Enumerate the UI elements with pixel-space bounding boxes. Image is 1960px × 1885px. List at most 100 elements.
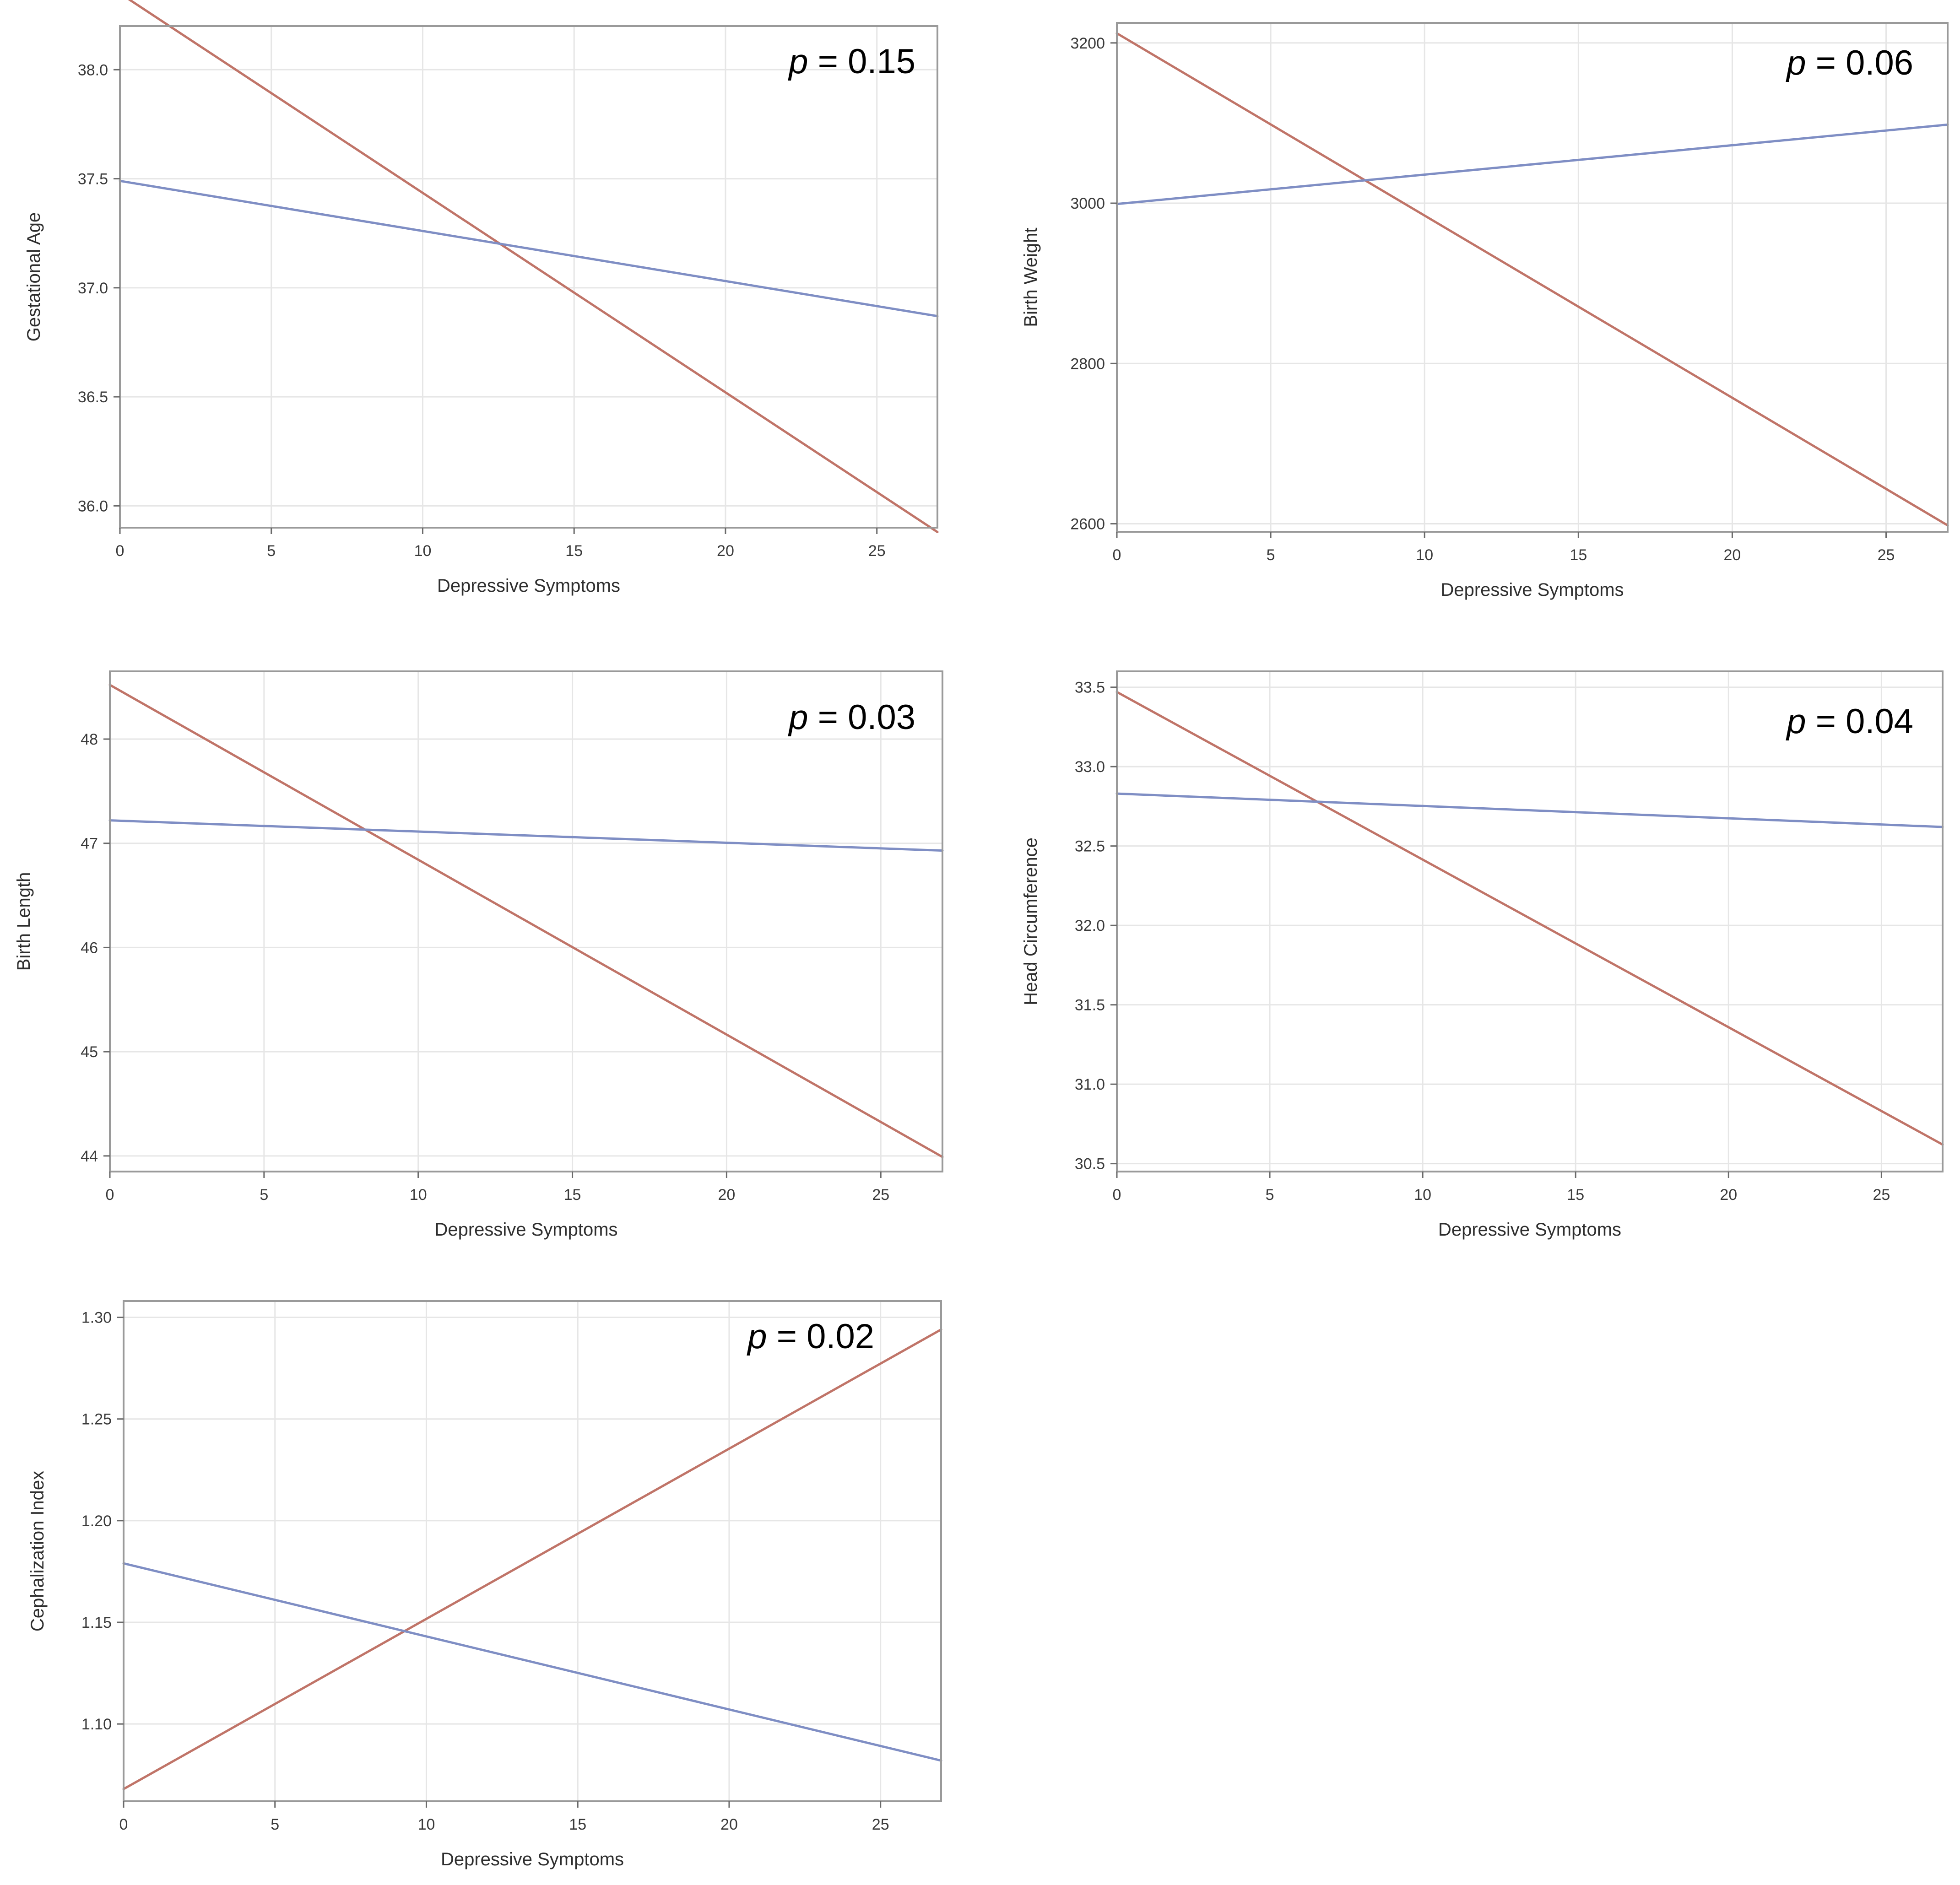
x-tick-label: 15 bbox=[1570, 546, 1587, 564]
y-tick-label: 37.5 bbox=[78, 171, 108, 188]
y-tick-label: 2800 bbox=[1070, 355, 1105, 373]
x-tick-label: 15 bbox=[1567, 1186, 1584, 1204]
x-tick-label: 20 bbox=[1720, 1186, 1737, 1204]
x-tick-label: 15 bbox=[565, 542, 583, 560]
x-tick-label: 10 bbox=[1416, 546, 1433, 564]
y-tick-label: 33.5 bbox=[1075, 679, 1105, 697]
y-axis-label: Birth Length bbox=[14, 872, 34, 971]
x-tick-label: 20 bbox=[720, 1816, 738, 1833]
series-line-a bbox=[1115, 691, 1944, 1146]
y-tick-label: 2600 bbox=[1070, 515, 1105, 533]
chart-panel-3: 0 5 10 15 20 25 44 45 46 47 48 Depressive Symptoms B… bbox=[14, 670, 944, 1240]
series-line-b bbox=[1115, 792, 1944, 828]
y-tick-label: 48 bbox=[81, 731, 98, 748]
chart-panel-4: 0 5 10 15 20 25 30.5 31.0 31.5 32.0 32.5 33.0 33.5 De… bbox=[1021, 670, 1944, 1240]
x-tick-label: 10 bbox=[410, 1186, 427, 1204]
x-tick-label: 10 bbox=[1414, 1186, 1431, 1204]
p-value-text: = 0.02 bbox=[767, 1317, 874, 1356]
p-value-text: = 0.06 bbox=[1806, 43, 1913, 82]
x-tick-label: 25 bbox=[872, 1816, 889, 1833]
y-tick-label: 44 bbox=[81, 1148, 98, 1165]
x-tick-label: 5 bbox=[271, 1816, 279, 1833]
x-tick-label: 25 bbox=[1878, 546, 1895, 564]
y-tick-label: 1.30 bbox=[81, 1309, 112, 1327]
series-line-a bbox=[122, 1328, 942, 1790]
x-tick-label: 0 bbox=[119, 1816, 128, 1833]
p-symbol: p bbox=[1786, 43, 1806, 82]
series-line-a bbox=[108, 684, 944, 1158]
series-line-b bbox=[119, 179, 939, 318]
x-tick-label: 5 bbox=[1266, 1186, 1274, 1204]
p-value-annotation: p = 0.02 bbox=[747, 1317, 874, 1356]
y-tick-label: 30.5 bbox=[1075, 1156, 1105, 1173]
y-axis-label: Head Circumference bbox=[1021, 837, 1041, 1005]
x-tick-label: 15 bbox=[569, 1816, 586, 1833]
x-tick-label: 20 bbox=[718, 1186, 735, 1204]
x-tick-label: 10 bbox=[414, 542, 432, 560]
y-axis-label: Cephalization Index bbox=[27, 1471, 48, 1631]
x-axis-label: Depressive Symptoms bbox=[437, 576, 620, 596]
x-tick-label: 0 bbox=[116, 542, 125, 560]
y-axis-label: Birth Weight bbox=[1021, 227, 1041, 327]
x-tick-label: 20 bbox=[1724, 546, 1741, 564]
y-tick-label: 38.0 bbox=[78, 61, 108, 79]
y-tick-label: 3200 bbox=[1070, 35, 1105, 52]
p-value-annotation: p = 0.04 bbox=[1786, 702, 1913, 741]
series-line-b bbox=[1115, 123, 1949, 205]
y-tick-label: 37.0 bbox=[78, 280, 108, 297]
p-value-text: = 0.04 bbox=[1806, 702, 1913, 741]
plot-frame bbox=[109, 670, 943, 1172]
x-tick-label: 15 bbox=[564, 1186, 581, 1204]
x-axis-label: Depressive Symptoms bbox=[1440, 580, 1624, 600]
plot-frame bbox=[1116, 22, 1949, 533]
y-tick-label: 36.5 bbox=[78, 389, 108, 406]
p-value-annotation: p = 0.03 bbox=[788, 698, 915, 737]
chart-panel-5: 0 5 10 15 20 25 1.10 1.15 1.20 1.25 1.30 Depressive… bbox=[27, 1300, 942, 1869]
x-tick-label: 0 bbox=[106, 1186, 114, 1204]
x-tick-label: 0 bbox=[1113, 546, 1121, 564]
plot-frame bbox=[119, 25, 938, 529]
x-axis-label: Depressive Symptoms bbox=[441, 1849, 624, 1869]
y-tick-label: 1.10 bbox=[81, 1716, 112, 1733]
p-value-text: = 0.15 bbox=[808, 42, 915, 81]
p-value-annotation: p = 0.15 bbox=[788, 42, 915, 81]
y-tick-label: 31.5 bbox=[1075, 997, 1105, 1014]
p-symbol: p bbox=[1786, 702, 1806, 741]
y-tick-label: 1.15 bbox=[81, 1614, 112, 1631]
x-axis-label: Depressive Symptoms bbox=[1438, 1220, 1621, 1240]
chart-panel-1: 0 5 10 15 20 25 36.0 36.5 37.0 37.5 38.0 Depressive… bbox=[24, 0, 939, 596]
x-tick-label: 0 bbox=[1113, 1186, 1121, 1204]
x-tick-label: 5 bbox=[260, 1186, 268, 1204]
x-tick-label: 5 bbox=[267, 542, 276, 560]
p-value-annotation: p = 0.06 bbox=[1786, 43, 1913, 82]
p-symbol: p bbox=[747, 1317, 767, 1356]
series-line-b bbox=[108, 819, 944, 852]
x-axis-label: Depressive Symptoms bbox=[434, 1220, 617, 1240]
plot-frame bbox=[123, 1300, 942, 1802]
y-tick-label: 36.0 bbox=[78, 497, 108, 515]
series-line-a bbox=[1115, 32, 1949, 527]
x-tick-label: 20 bbox=[717, 542, 734, 560]
y-tick-label: 45 bbox=[81, 1043, 98, 1061]
p-value-text: = 0.03 bbox=[808, 698, 915, 737]
y-axis-label: Gestational Age bbox=[24, 212, 44, 341]
y-tick-label: 31.0 bbox=[1075, 1076, 1105, 1093]
plot-frame bbox=[1116, 670, 1944, 1172]
x-tick-label: 5 bbox=[1267, 546, 1275, 564]
x-tick-label: 10 bbox=[418, 1816, 435, 1833]
series-line-b bbox=[122, 1562, 942, 1762]
y-tick-label: 3000 bbox=[1070, 195, 1105, 212]
y-tick-label: 46 bbox=[81, 939, 98, 956]
x-tick-label: 25 bbox=[872, 1186, 889, 1204]
x-tick-label: 25 bbox=[1873, 1186, 1890, 1204]
y-tick-label: 32.0 bbox=[1075, 917, 1105, 934]
p-symbol: p bbox=[788, 698, 808, 737]
y-tick-label: 1.25 bbox=[81, 1411, 112, 1428]
y-tick-label: 32.5 bbox=[1075, 838, 1105, 855]
p-symbol: p bbox=[788, 42, 808, 81]
x-tick-label: 25 bbox=[868, 542, 886, 560]
y-tick-label: 1.20 bbox=[81, 1512, 112, 1530]
chart-panel-2: 0 5 10 15 20 25 2600 2800 3000 3200 Depressive Sym… bbox=[1021, 22, 1949, 600]
y-tick-label: 33.0 bbox=[1075, 758, 1105, 776]
